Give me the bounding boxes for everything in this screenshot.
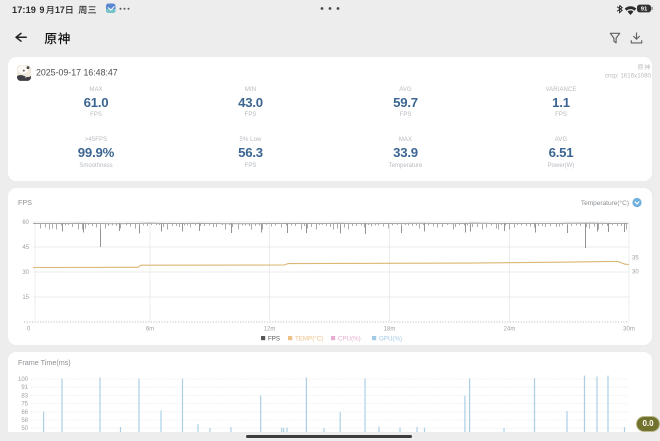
svg-text:GPU(%): GPU(%) [379,336,402,343]
svg-text:FPS: FPS [18,198,32,207]
svg-text:CPU(%): CPU(%) [338,336,361,343]
svg-text:66: 66 [21,410,28,416]
svg-text:91: 91 [21,385,28,391]
svg-text:17: 17 [55,5,65,15]
svg-text:TEMP(°C): TEMP(°C) [295,336,323,343]
svg-text:crop: 1616x1080: crop: 1616x1080 [605,73,652,80]
svg-text:15: 15 [22,295,29,301]
svg-text:83: 83 [21,393,28,399]
svg-text:2025-09-17 16:48:47: 2025-09-17 16:48:47 [36,68,118,78]
svg-text:60: 60 [22,220,29,226]
svg-text:24m: 24m [504,327,516,333]
svg-text:9: 9 [40,5,45,15]
svg-text:0: 0 [27,327,31,333]
svg-text:Frame Time(ms): Frame Time(ms) [18,358,71,367]
svg-text:30: 30 [632,270,639,276]
svg-text:50: 50 [21,426,28,432]
svg-text:18m: 18m [384,327,396,333]
svg-text:12m: 12m [264,327,276,333]
svg-text:Temperature(°C): Temperature(°C) [581,199,629,207]
svg-text:6m: 6m [146,327,154,333]
svg-text:FPS: FPS [268,336,280,343]
svg-text:35: 35 [632,256,639,262]
svg-text:91: 91 [641,7,648,13]
svg-text:17:19: 17:19 [12,5,36,15]
svg-text:30: 30 [22,270,29,276]
svg-text:100: 100 [18,377,29,383]
svg-text:75: 75 [21,402,28,408]
svg-text:45: 45 [22,245,29,251]
svg-text:58: 58 [21,418,28,424]
svg-text:30m: 30m [623,327,635,333]
